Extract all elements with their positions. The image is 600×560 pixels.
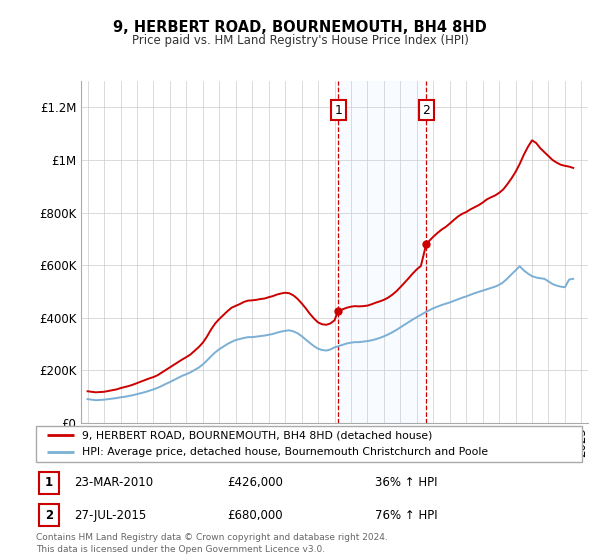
Text: Contains HM Land Registry data © Crown copyright and database right 2024.
This d: Contains HM Land Registry data © Crown c…: [36, 533, 388, 554]
Point: [334, 306, 343, 315]
Text: Price paid vs. HM Land Registry's House Price Index (HPI): Price paid vs. HM Land Registry's House …: [131, 34, 469, 46]
Text: 27-JUL-2015: 27-JUL-2015: [74, 508, 146, 521]
Bar: [338, 81, 426, 423]
Point: [421, 240, 431, 249]
Text: £426,000: £426,000: [227, 477, 283, 489]
Text: 1: 1: [45, 477, 53, 489]
Text: 23-MAR-2010: 23-MAR-2010: [74, 477, 154, 489]
Bar: [39, 472, 59, 494]
Text: 2: 2: [45, 508, 53, 521]
Text: HPI: Average price, detached house, Bournemouth Christchurch and Poole: HPI: Average price, detached house, Bour…: [82, 447, 488, 457]
Text: 36% ↑ HPI: 36% ↑ HPI: [374, 477, 437, 489]
Text: 9, HERBERT ROAD, BOURNEMOUTH, BH4 8HD: 9, HERBERT ROAD, BOURNEMOUTH, BH4 8HD: [113, 20, 487, 35]
Text: 1: 1: [334, 104, 342, 116]
Text: 9, HERBERT ROAD, BOURNEMOUTH, BH4 8HD (detached house): 9, HERBERT ROAD, BOURNEMOUTH, BH4 8HD (d…: [82, 431, 433, 440]
Bar: [39, 504, 59, 526]
Text: 2: 2: [422, 104, 430, 116]
Text: £680,000: £680,000: [227, 508, 283, 521]
Text: 76% ↑ HPI: 76% ↑ HPI: [374, 508, 437, 521]
